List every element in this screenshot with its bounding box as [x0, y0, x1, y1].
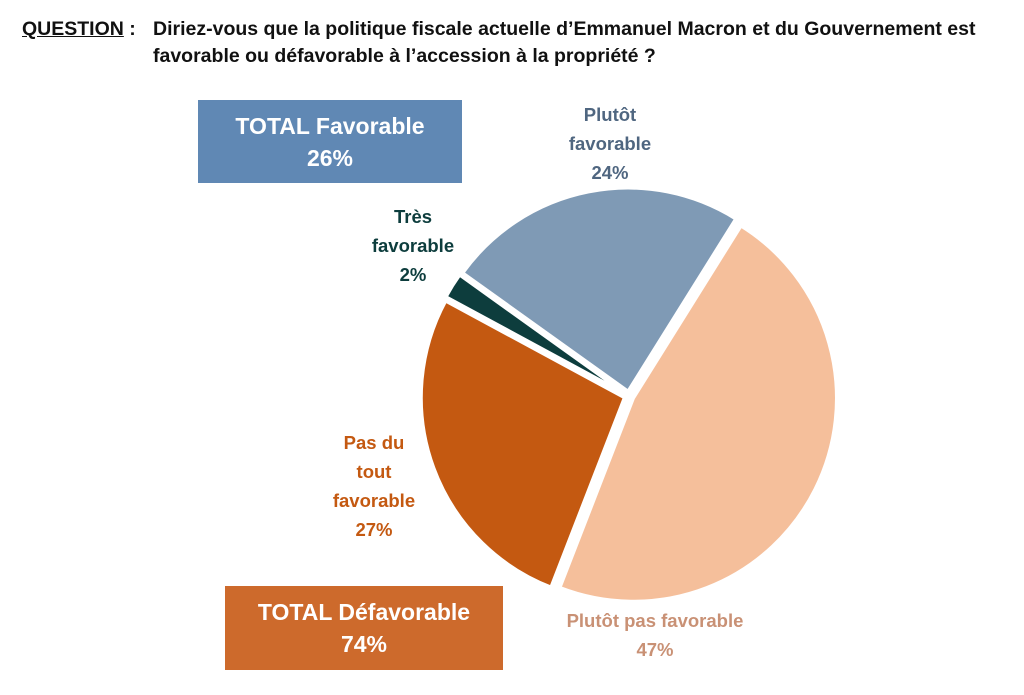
total-favorable-label: TOTAL Favorable — [235, 112, 425, 139]
slice-label-line: favorable — [568, 133, 652, 154]
slice-label-pas-du-tout-favorable: Pas du tout favorable 27% — [314, 428, 434, 544]
slice-label-value: 27% — [355, 519, 393, 540]
slice-label-tres-favorable: Très favorable 2% — [353, 202, 473, 289]
total-favorable-box: TOTAL Favorable 26% — [198, 100, 462, 183]
slice-label-line: tout — [356, 461, 392, 482]
slice-label-line: favorable — [371, 235, 455, 256]
slice-label-plutot-pas-favorable: Plutôt pas favorable 47% — [540, 606, 770, 664]
slice-label-line: Plutôt pas favorable — [566, 610, 744, 631]
pie-slice-plutot-pas-favorable — [558, 224, 838, 603]
total-defavorable-box: TOTAL Défavorable 74% — [225, 586, 503, 670]
slice-label-value: 24% — [591, 162, 629, 183]
pie-slice-plutot-favorable — [460, 186, 738, 394]
question-label: QUESTION : — [22, 18, 136, 40]
total-favorable-value: 26% — [306, 144, 354, 171]
total-defavorable-label: TOTAL Défavorable — [257, 599, 471, 625]
slice-label-line: Très — [393, 206, 433, 227]
slice-label-value: 2% — [399, 264, 427, 285]
slice-label-value: 47% — [636, 639, 674, 660]
question-text: Diriez-vous que la politique fiscale act… — [153, 18, 976, 67]
slice-label-line: Pas du — [343, 432, 405, 453]
slice-label-line: Plutôt — [583, 104, 637, 125]
total-defavorable-value: 74% — [340, 631, 388, 657]
pie-slice-tres-favorable — [444, 273, 626, 395]
pie-slice-pas-du-tout-favorable — [419, 299, 627, 589]
slice-label-line: favorable — [332, 490, 416, 511]
slice-label-plutot-favorable: Plutôt favorable 24% — [550, 100, 670, 187]
